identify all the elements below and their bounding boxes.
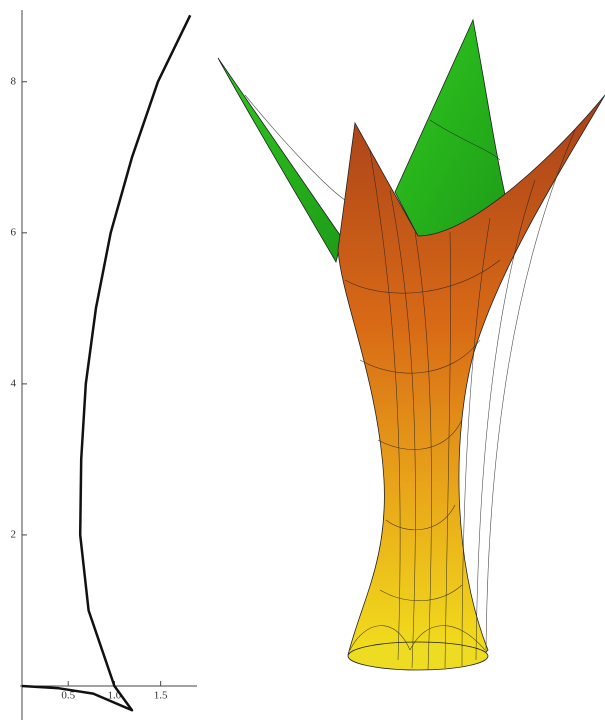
- y-tick-label: 2: [11, 528, 17, 540]
- curve: [22, 15, 190, 710]
- y-tick-label: 8: [11, 75, 17, 87]
- y-tick-label: 4: [11, 377, 17, 389]
- x-tick-label: 1.5: [154, 690, 168, 702]
- page: 0.51.01.52468: [0, 0, 605, 726]
- y-tick-label: 6: [11, 226, 17, 238]
- surface-3d: [218, 20, 605, 670]
